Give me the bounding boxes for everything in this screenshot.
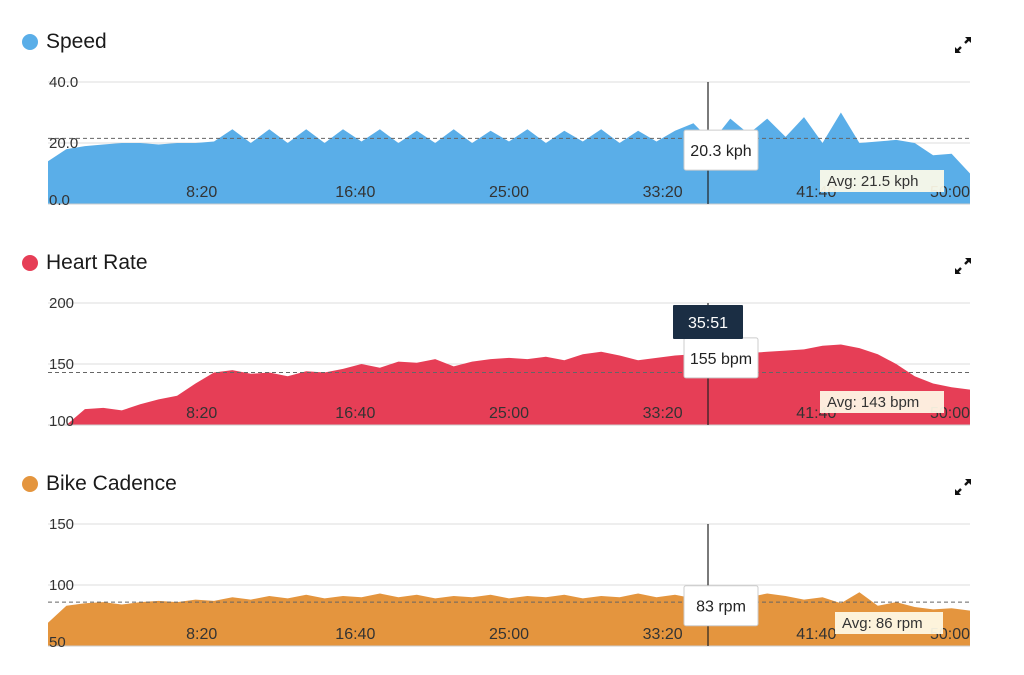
heart-rate-avg-label-bg [820,391,944,413]
speed-title: Speed [22,30,107,54]
expand-arrows-icon[interactable] [952,476,974,498]
speed-panel: Speed [0,0,1024,220]
bike-cadence-y-tick-label: 150 [49,516,74,533]
bike-cadence-x-tick-label: 33:20 [643,626,683,643]
speed-x-tick-label: 8:20 [186,184,217,201]
bike-cadence-title-text: Bike Cadence [46,472,177,495]
heart-rate-y-tick-label: 150 [49,356,74,373]
expand-arrows-icon[interactable] [952,255,974,277]
speed-y-tick-label: 20.0 [49,135,78,152]
bike-cadence-y-tick-label: 100 [49,577,74,594]
heart-rate-y-tick-label: 100 [49,413,74,430]
bike-cadence-avg-label: Avg: 86 rpm [842,615,923,632]
bike-cadence-panel: Bike Cadence [0,442,1024,662]
bike-cadence-legend-dot [22,476,38,492]
heart-rate-x-tick-label: 33:20 [643,405,683,422]
expand-arrows-icon[interactable] [952,34,974,56]
speed-chart: 0.020.040.08:20 16:40 25:00 33:20 41:40 50:00… [48,74,970,209]
heart-rate-x-tick-label: 25:00 [489,405,529,422]
heart-rate-y-tick-label: 200 [49,295,74,312]
heart-rate-x-tick-label: 8:20 [186,405,217,422]
heart-rate-tooltip-text: 155 bpm [690,351,752,368]
speed-y-tick-label: 40.0 [49,74,78,91]
speed-y-tick-label: 0.0 [49,192,70,209]
cursor-time-badge-bg [673,305,743,339]
speed-legend-dot [22,34,38,50]
bike-cadence-title: Bike Cadence [22,472,177,496]
bike-cadence-x-tick-label: 25:00 [489,626,529,643]
speed-tooltip-text: 20.3 kph [690,143,751,160]
speed-x-tick-label: 16:40 [335,184,375,201]
speed-x-tick-label: 33:20 [643,184,683,201]
bike-cadence-x-tick-label: 8:20 [186,626,217,643]
speed-avg-label-bg [820,170,944,192]
heart-rate-title: Heart Rate [22,251,148,275]
bike-cadence-x-tick-label: 16:40 [335,626,375,643]
bike-cadence-x-tick-label: 41:40 [796,626,836,643]
bike-cadence-y-tick-label: 50 [49,634,66,651]
cursor-time-text: 35:51 [688,315,728,332]
heart-rate-avg-label: Avg: 143 bpm [827,394,919,411]
bike-cadence-tooltip-text: 83 rpm [696,599,746,616]
bike-cadence-avg-label-bg [835,612,943,634]
speed-title-text: Speed [46,30,107,53]
speed-avg-label: Avg: 21.5 kph [827,173,918,190]
bike-cadence-tooltip-box [683,585,759,627]
cursor-time-badge: 35:51 [673,305,743,339]
speed-x-tick-label: 25:00 [489,184,529,201]
heart-rate-x-tick-label: 16:40 [335,405,375,422]
speed-tooltip-box [683,129,759,171]
heart-rate-title-text: Heart Rate [46,251,148,274]
heart-rate-panel: Heart Rate [0,221,1024,441]
heart-rate-legend-dot [22,255,38,271]
